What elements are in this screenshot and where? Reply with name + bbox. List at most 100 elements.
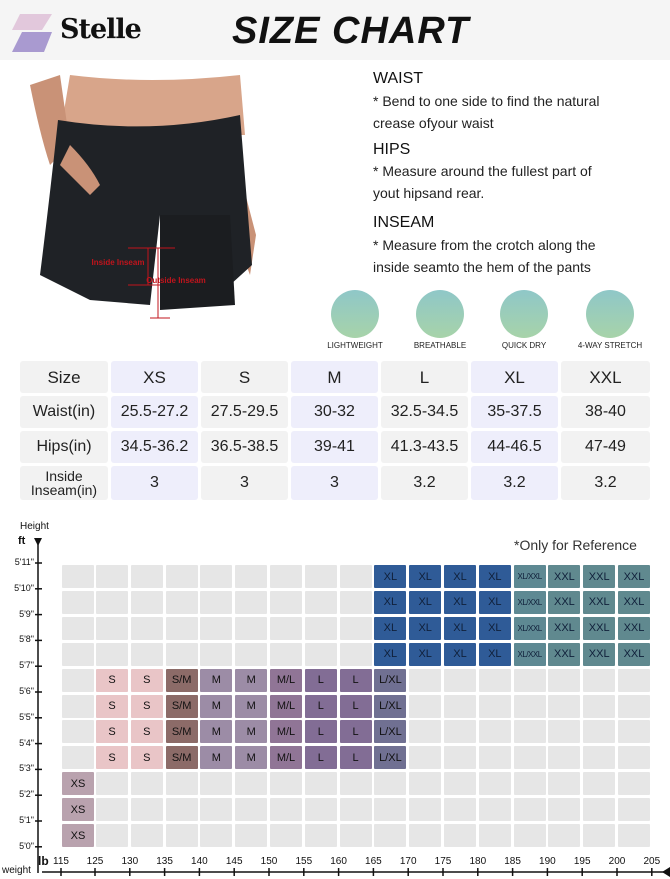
weight-tick-label: 130	[121, 856, 139, 867]
empty-cell	[409, 720, 442, 744]
brand-name: Stelle	[60, 14, 142, 45]
empty-cell	[513, 746, 546, 770]
size-cell: M/L	[270, 746, 302, 770]
weight-tick-label: 205	[643, 856, 661, 867]
table-cell: 3.2	[471, 466, 558, 500]
size-cell: L	[304, 720, 337, 744]
weight-tick-label: 170	[399, 856, 417, 867]
inside-inseam-label: Inside Inseam	[92, 258, 145, 267]
empty-cell	[618, 694, 650, 718]
stelle-logo-icon	[12, 14, 52, 52]
empty-cell	[165, 616, 198, 640]
size-cell: M	[235, 746, 268, 770]
empty-cell	[339, 772, 372, 796]
empty-cell	[409, 694, 442, 718]
empty-cell	[165, 642, 198, 666]
empty-cell	[548, 746, 581, 770]
height-tick-label: 5'6"	[19, 686, 34, 696]
size-cell: L/XL	[374, 694, 407, 718]
y-axis-arrow-icon	[34, 538, 42, 546]
empty-cell	[513, 798, 546, 822]
empty-cell	[304, 824, 337, 847]
waist-text: crease ofyour waist	[373, 115, 494, 131]
empty-cell	[444, 798, 476, 822]
empty-cell	[304, 565, 337, 588]
x-axis-label: weight	[2, 865, 31, 876]
size-cell: XL	[409, 590, 442, 614]
size-cell: XS	[62, 824, 94, 847]
size-cell: XXL	[548, 616, 581, 640]
size-cell: XL	[444, 616, 476, 640]
empty-cell	[96, 824, 128, 847]
stretch-mesh-icon	[586, 290, 634, 338]
empty-cell	[96, 798, 128, 822]
weight-tick-label: 140	[191, 856, 208, 867]
empty-cell	[62, 565, 94, 588]
empty-cell	[444, 720, 476, 744]
size-cell: L/XL	[374, 720, 407, 744]
height-tick-label: 5'0"	[19, 840, 34, 851]
height-tick-label: 5'1"	[19, 815, 34, 825]
table-cell: 34.5-36.2	[111, 431, 198, 463]
size-cell: S	[130, 668, 163, 692]
height-tick-label: 5'10"	[14, 582, 34, 593]
table-header-size: XXL	[561, 361, 650, 393]
size-cell: S	[130, 746, 163, 770]
empty-cell	[62, 616, 94, 640]
size-cell: XXL	[583, 590, 616, 614]
size-cell: XXL	[583, 565, 616, 588]
table-header-size: XS	[111, 361, 198, 393]
empty-cell	[130, 565, 163, 588]
size-cell: M	[200, 746, 233, 770]
size-cell: L	[304, 694, 337, 718]
empty-cell	[130, 590, 163, 614]
table-cell: 3.2	[561, 466, 650, 500]
empty-cell	[339, 590, 372, 614]
size-cell: M/L	[270, 694, 302, 718]
empty-cell	[444, 824, 476, 847]
size-cell: S	[130, 694, 163, 718]
feature-label: LIGHTWEIGHT	[327, 341, 383, 350]
size-cell: XL/XXL	[513, 642, 546, 666]
empty-cell	[270, 616, 302, 640]
table-header-size: S	[201, 361, 288, 393]
feather-icon	[331, 290, 379, 338]
empty-cell	[583, 668, 616, 692]
hips-text: * Measure around the fullest part of	[373, 163, 592, 179]
table-row-label: Waist(in)	[20, 396, 108, 428]
height-tick-label: 5'5"	[19, 711, 34, 722]
size-cell: M	[235, 668, 268, 692]
empty-cell	[513, 772, 546, 796]
size-cell: M	[235, 694, 268, 718]
size-cell: XL	[478, 616, 511, 640]
empty-cell	[96, 590, 128, 614]
height-tick-label: 5'11"	[14, 557, 34, 567]
inseam-text: * Measure from the crotch along the	[373, 237, 596, 253]
airflow-icon	[416, 290, 464, 338]
empty-cell	[270, 824, 302, 847]
weight-tick-label: 190	[539, 856, 556, 867]
empty-cell	[618, 746, 650, 770]
empty-cell	[339, 824, 372, 847]
empty-cell	[270, 565, 302, 588]
size-cell: XXL	[548, 565, 581, 588]
reference-note: *Only for Reference	[514, 537, 637, 553]
empty-cell	[200, 772, 233, 796]
empty-cell	[130, 642, 163, 666]
empty-cell	[62, 694, 94, 718]
empty-cell	[409, 772, 442, 796]
empty-cell	[409, 798, 442, 822]
size-cell: M	[200, 668, 233, 692]
size-cell: S	[96, 720, 128, 744]
empty-cell	[130, 824, 163, 847]
feature-label: 4-WAY STRETCH	[577, 341, 643, 350]
size-cell: XL	[374, 642, 407, 666]
table-row-label: Inside Inseam(in)	[20, 466, 108, 500]
size-cell: XL/XXL	[513, 565, 546, 588]
table-cell: 27.5-29.5	[201, 396, 288, 428]
size-cell: XXL	[583, 616, 616, 640]
empty-cell	[583, 720, 616, 744]
empty-cell	[374, 772, 407, 796]
empty-cell	[130, 616, 163, 640]
empty-cell	[444, 772, 476, 796]
